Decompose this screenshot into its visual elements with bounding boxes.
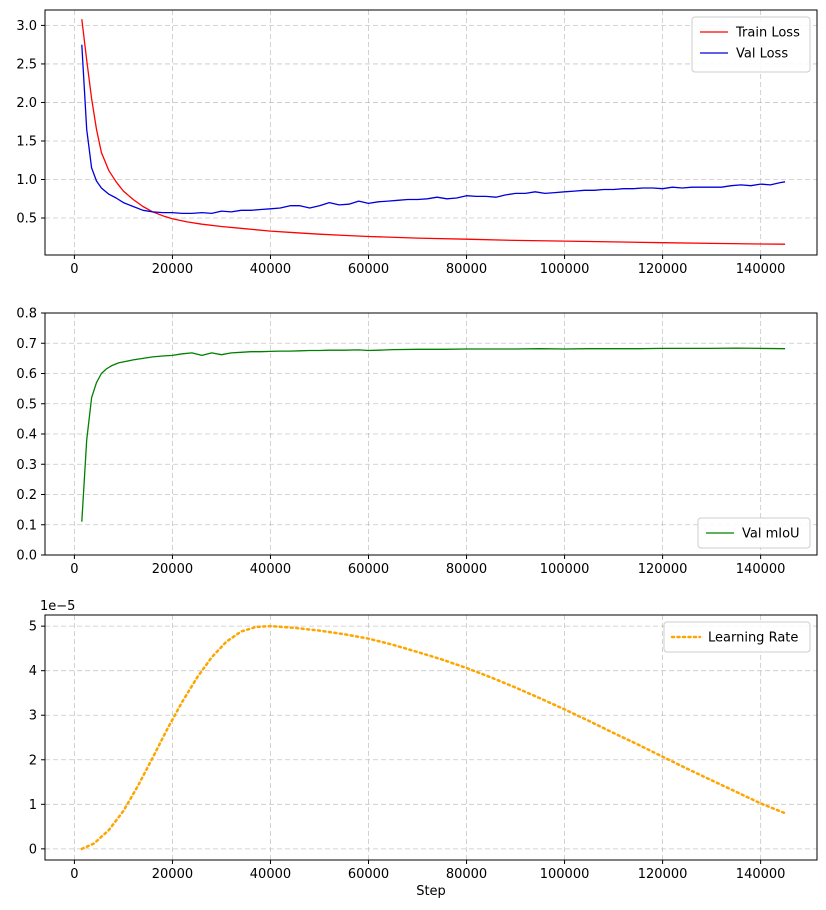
legend-box <box>663 621 811 653</box>
x-tick-label: 20000 <box>152 562 193 577</box>
legend-box <box>697 517 811 549</box>
series-line-learning-rate <box>80 624 787 851</box>
y-tick-label: 0.6 <box>16 367 37 382</box>
legend-label: Val Loss <box>736 47 788 62</box>
y-tick-label: 1.5 <box>16 134 37 149</box>
y-tick-label: 3.0 <box>16 19 37 34</box>
x-tick-label: 120000 <box>638 867 688 882</box>
x-tick-label: 40000 <box>250 562 291 577</box>
x-tick-label: 60000 <box>348 867 389 882</box>
y-scale-label: 1e−5 <box>40 599 75 614</box>
x-tick-label: 40000 <box>250 262 291 277</box>
chart-panel-3: 0 20000 40000 60000 80000 100000 120000 140000 0… <box>29 599 818 899</box>
x-tick-label: 80000 <box>446 262 487 277</box>
y-tick-label: 0.7 <box>16 337 37 352</box>
x-tick-label: 20000 <box>152 262 193 277</box>
y-tick-label: 0.1 <box>16 518 37 533</box>
legend-label: Val mIoU <box>742 527 800 542</box>
x-tick-label: 140000 <box>736 867 786 882</box>
x-axis-label: Step <box>416 884 446 899</box>
x-tick-label: 40000 <box>250 867 291 882</box>
y-tick-label: 0 <box>29 842 37 857</box>
x-tick-label: 140000 <box>736 262 786 277</box>
chart-panel-2: 0 20000 40000 60000 80000 100000 120000 140000 0… <box>16 307 818 577</box>
legend-label: Train Loss <box>735 26 800 41</box>
x-tick-label: 0 <box>70 562 78 577</box>
y-tick-label: 0.4 <box>16 428 37 443</box>
y-tick-label: 0.5 <box>16 212 37 227</box>
series-line-val-loss <box>81 44 786 215</box>
y-tick-label: 0.5 <box>16 397 37 412</box>
legend: Learning Rate <box>663 621 811 653</box>
x-tick-label: 60000 <box>348 262 389 277</box>
legend-box <box>691 16 811 73</box>
x-tick-label: 0 <box>70 262 78 277</box>
x-tick-label: 100000 <box>540 867 590 882</box>
x-tick-label: 80000 <box>446 867 487 882</box>
series-line-val-miou <box>81 347 786 522</box>
legend: Train Loss Val Loss <box>691 16 811 73</box>
x-tick-label: 140000 <box>736 562 786 577</box>
y-tick-label: 0.2 <box>16 488 37 503</box>
y-tick-label: 1.0 <box>16 173 37 188</box>
y-tick-label: 0.0 <box>16 549 37 564</box>
x-tick-label: 0 <box>70 867 78 882</box>
y-tick-label: 5 <box>29 620 37 635</box>
y-tick-label: 1 <box>29 798 37 813</box>
x-tick-label: 20000 <box>152 867 193 882</box>
x-tick-label: 100000 <box>540 262 590 277</box>
y-tick-label: 4 <box>29 664 37 679</box>
plot-frame <box>44 614 818 861</box>
x-tick-label: 60000 <box>348 562 389 577</box>
y-tick-label: 3 <box>29 709 37 724</box>
y-tick-label: 2 <box>29 753 37 768</box>
legend: Val mIoU <box>697 517 811 549</box>
y-tick-label: 0.8 <box>16 307 37 322</box>
plot-frame <box>44 9 818 256</box>
x-tick-label: 120000 <box>638 562 688 577</box>
legend-label: Learning Rate <box>708 631 798 646</box>
y-tick-label: 0.3 <box>16 458 37 473</box>
y-tick-label: 2.5 <box>16 57 37 72</box>
x-tick-label: 120000 <box>638 262 688 277</box>
x-tick-label: 80000 <box>446 562 487 577</box>
series-line-train-loss <box>81 19 786 245</box>
x-tick-label: 100000 <box>540 562 590 577</box>
y-tick-label: 2.0 <box>16 96 37 111</box>
chart-panel-1: 0 20000 40000 60000 80000 100000 120000 140000 0… <box>16 9 818 277</box>
